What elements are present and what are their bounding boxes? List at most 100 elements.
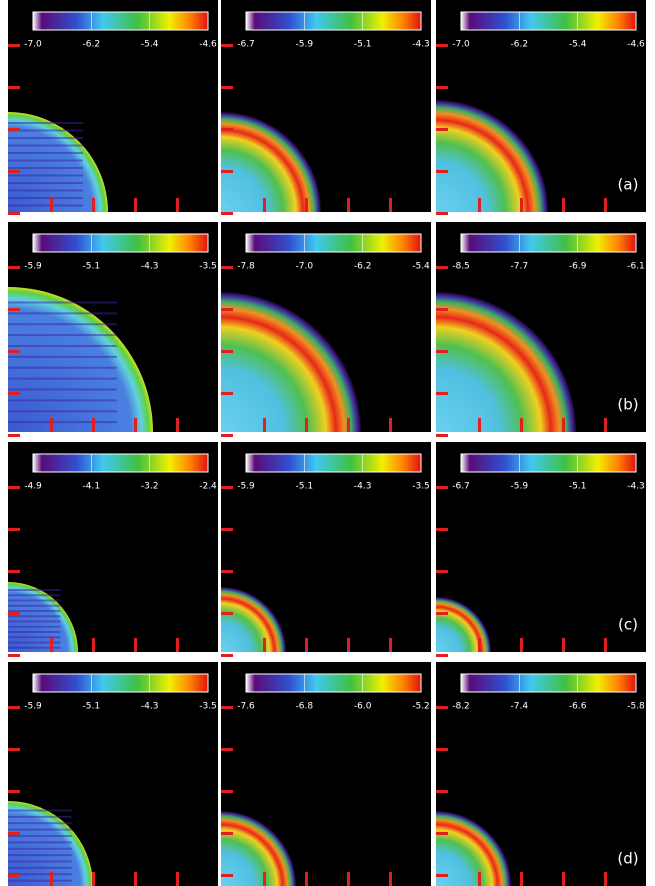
colorbar-tick-label: -7.0: [452, 40, 470, 50]
axis-tick: [347, 198, 350, 212]
axis-tick: [436, 486, 448, 489]
stripe: [8, 610, 61, 612]
axis-tick: [221, 748, 233, 751]
axis-tick: [436, 832, 448, 835]
stripe: [8, 129, 83, 132]
axis-tick: [176, 198, 179, 212]
axis-tick: [263, 872, 266, 886]
axis-tick: [50, 872, 53, 886]
row-label: (a): [618, 176, 639, 194]
colorbar: [245, 233, 422, 253]
stripe: [8, 334, 117, 337]
axis-tick: [436, 170, 448, 173]
axis-tick: [221, 44, 233, 47]
stripe: [8, 828, 72, 831]
axis-tick: [221, 86, 233, 89]
stripe: [8, 841, 72, 844]
colorbar-tick-label: -5.9: [24, 702, 42, 712]
axis-tick: [221, 434, 233, 437]
colorbar-tick-label: -4.6: [627, 40, 645, 50]
axis-tick: [8, 170, 20, 173]
axis-tick: [8, 308, 20, 311]
stripe: [8, 815, 72, 818]
axis-tick: [8, 44, 20, 47]
axis-tick: [221, 266, 233, 269]
stripe: [8, 301, 117, 304]
axis-tick: [305, 198, 308, 212]
axis-tick: [8, 748, 20, 751]
stripe: [8, 641, 61, 644]
axis-tick: [478, 198, 481, 212]
axis-tick: [347, 418, 350, 432]
axis-tick: [221, 874, 233, 877]
stripe: [8, 323, 117, 326]
colorbar-tick-label: -5.4: [141, 40, 159, 50]
stripe: [8, 866, 72, 869]
quarter-disc: [436, 292, 576, 432]
stripe: [8, 421, 117, 424]
axis-tick: [604, 198, 607, 212]
axis-tick: [8, 612, 20, 615]
stripe: [8, 822, 72, 825]
row-label: (c): [618, 616, 638, 634]
axis-tick: [92, 638, 95, 652]
colorbar-tick-label: -5.2: [412, 702, 430, 712]
axis-tick: [134, 418, 137, 432]
stripe: [8, 355, 117, 358]
axis-tick: [305, 638, 308, 652]
axis-tick: [221, 350, 233, 353]
axis-tick: [562, 872, 565, 886]
colorbar-tick-label: -7.7: [511, 262, 529, 272]
axis-tick: [50, 418, 53, 432]
row-label: (b): [617, 396, 638, 414]
colorbar-tick-label: -5.1: [354, 40, 372, 50]
colorbar-tick-label: -4.3: [354, 482, 372, 492]
axis-tick: [176, 638, 179, 652]
colorbar-tick-label: -4.9: [24, 482, 42, 492]
axis-tick: [176, 872, 179, 886]
axis-tick: [92, 872, 95, 886]
axis-tick: [436, 612, 448, 615]
stripe: [8, 646, 61, 649]
colorbar-tick-label: -7.4: [511, 702, 529, 712]
colorbar-tick-label: -3.2: [141, 482, 159, 492]
colorbar-tick-label: -6.9: [569, 262, 587, 272]
axis-tick: [604, 872, 607, 886]
axis-tick: [221, 832, 233, 835]
axis-tick: [347, 872, 350, 886]
stripe: [8, 873, 72, 876]
stripe: [8, 182, 83, 184]
stripe: [8, 835, 72, 837]
axis-tick: [8, 654, 20, 657]
quarter-disc: [436, 811, 511, 886]
colorbar-tick-label: -6.2: [511, 40, 529, 50]
axis-tick: [8, 706, 20, 709]
colorbar-tick-label: -5.9: [296, 40, 314, 50]
axis-tick: [8, 528, 20, 531]
colorbar: [460, 453, 637, 473]
axis-tick: [604, 638, 607, 652]
axis-tick: [436, 44, 448, 47]
axis-tick: [520, 638, 523, 652]
axis-tick: [221, 170, 233, 173]
axis-tick: [478, 418, 481, 432]
axis-tick: [436, 350, 448, 353]
colorbar-tick-label: -5.9: [511, 482, 529, 492]
colorbar-tick-label: -4.3: [141, 262, 159, 272]
axis-tick: [50, 198, 53, 212]
colorbar-tick-label: -6.2: [354, 262, 372, 272]
axis-tick: [436, 528, 448, 531]
stripe: [8, 625, 61, 628]
axis-tick: [436, 706, 448, 709]
colorbar: [245, 11, 422, 31]
axis-tick: [221, 528, 233, 531]
axis-tick: [221, 308, 233, 311]
axis-tick: [221, 392, 233, 395]
colorbar-tick-label: -4.3: [141, 702, 159, 712]
colorbar-tick-label: -5.9: [237, 482, 255, 492]
axis-tick: [221, 654, 233, 657]
stripe: [8, 174, 83, 177]
stripe: [8, 854, 72, 857]
axis-tick: [436, 570, 448, 573]
